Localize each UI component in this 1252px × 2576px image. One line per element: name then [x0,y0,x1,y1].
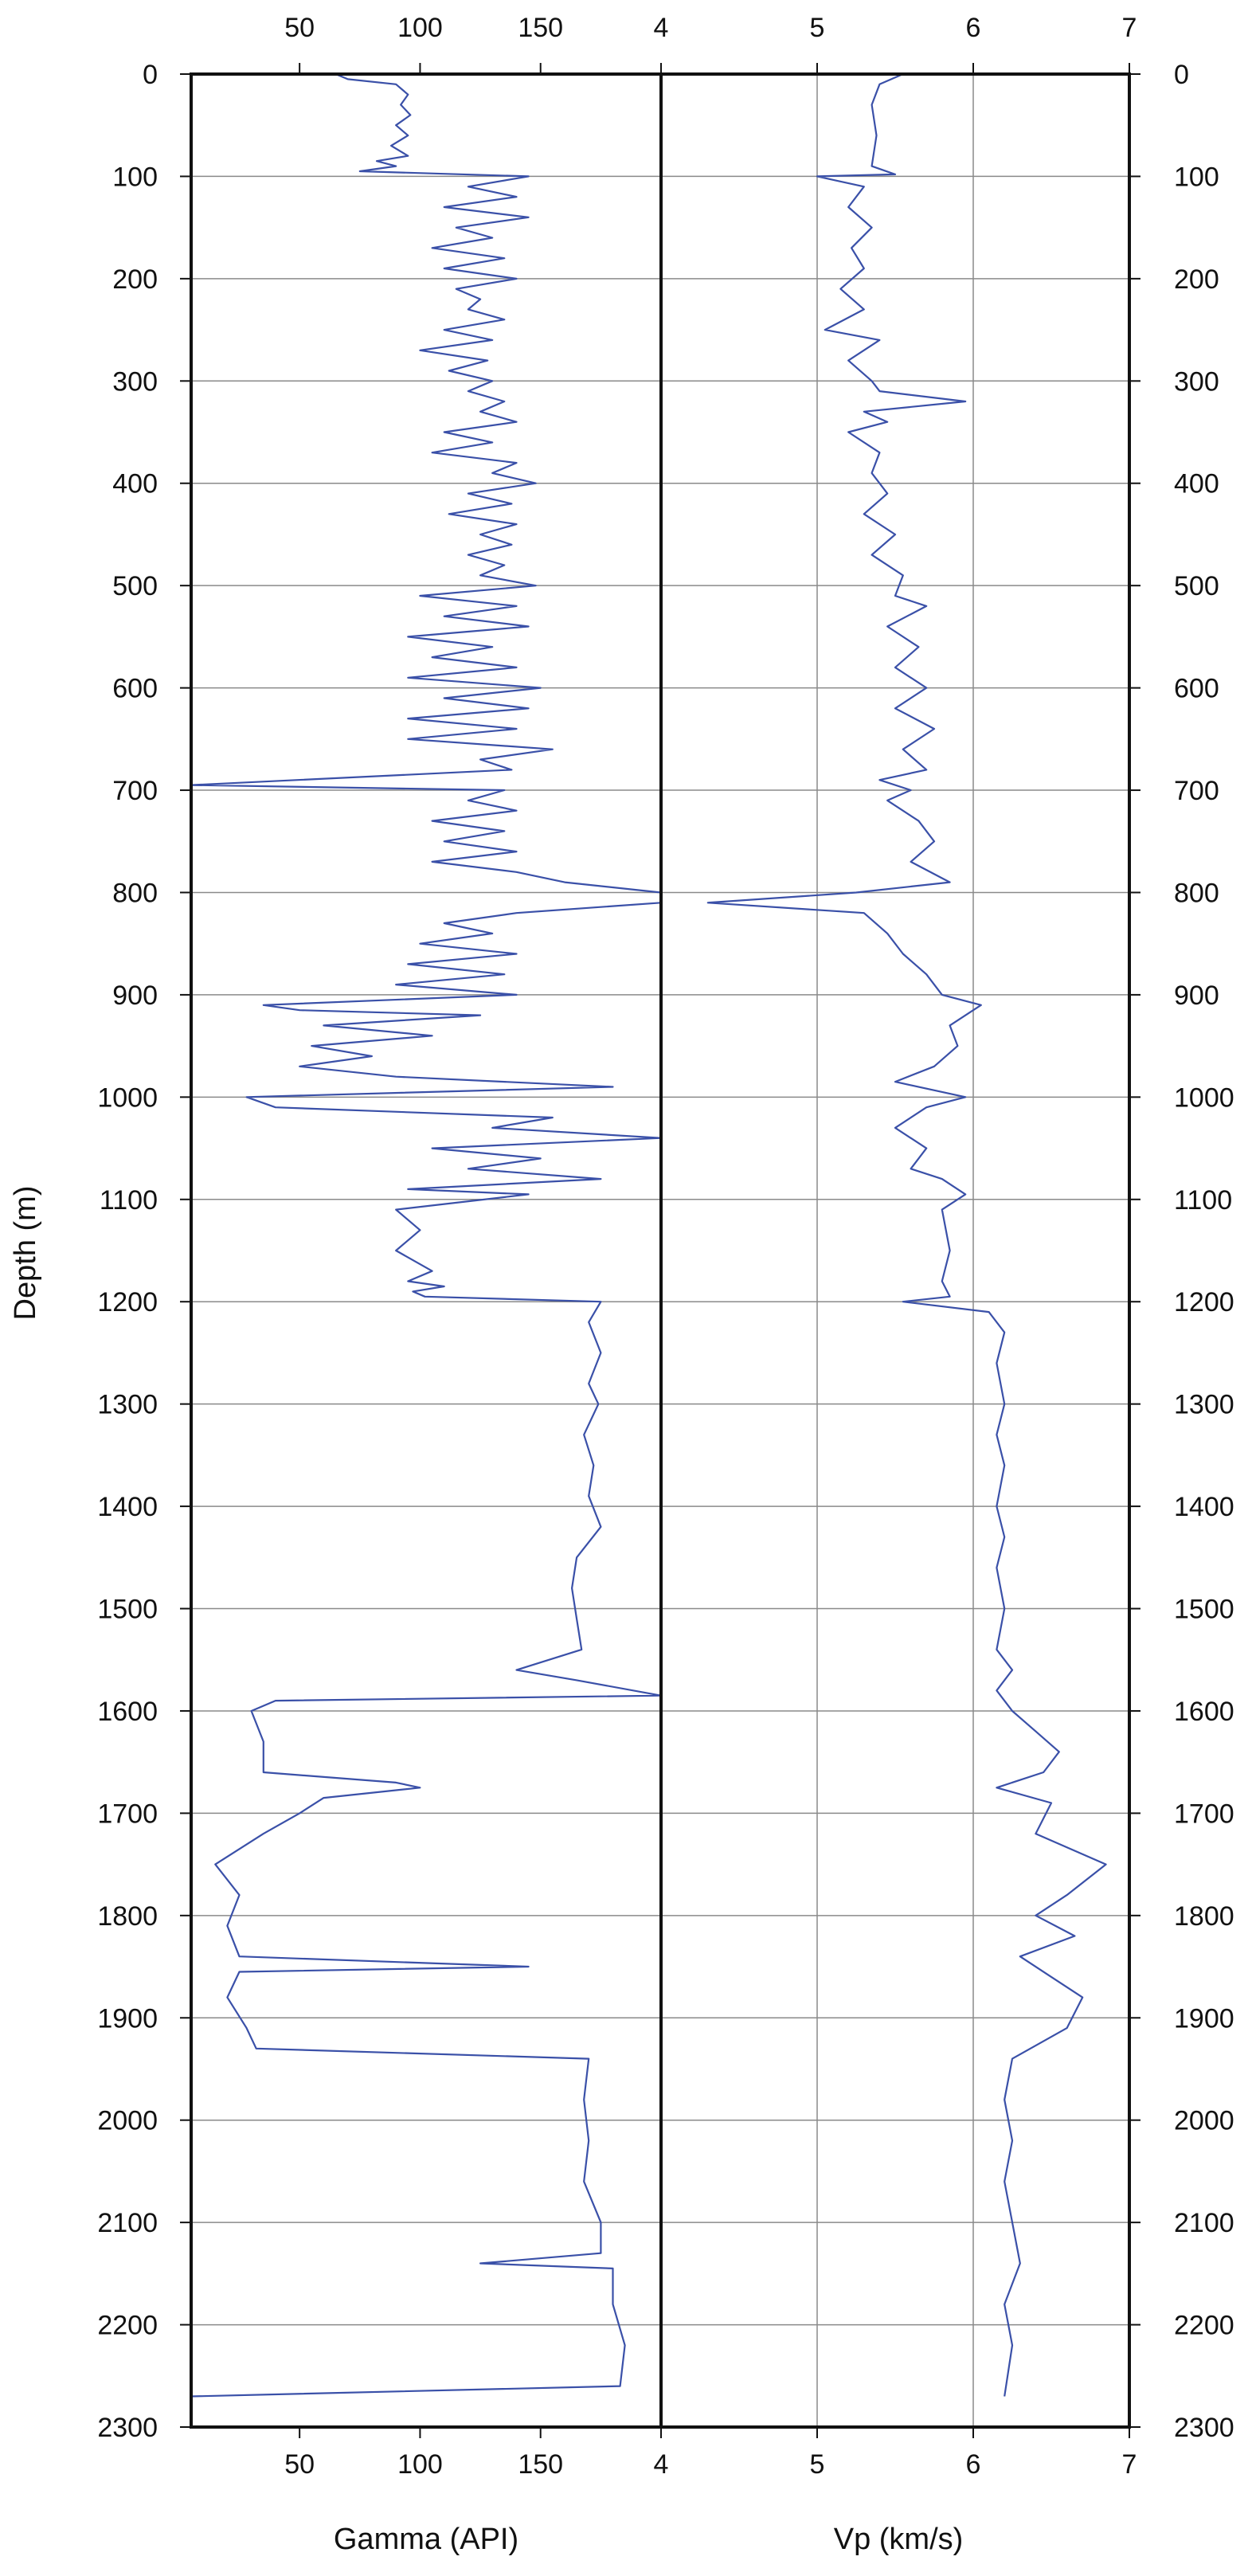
depth-tick-label-left: 2100 [97,2208,158,2238]
depth-tick-label-right: 900 [1174,981,1219,1011]
gamma-tick-label-bottom: 50 [284,2449,315,2480]
gamma-tick-label-top: 100 [397,13,443,43]
depth-tick-label-right: 400 [1174,469,1219,499]
vp-curve [706,72,1107,2397]
depth-tick-label-left: 700 [112,776,158,806]
vp-tick-label-top: 6 [966,13,981,43]
depth-tick-label-right: 1900 [1174,2003,1234,2034]
vp-tick-label-bottom: 5 [810,2449,825,2480]
depth-tick-label-right: 300 [1174,366,1219,397]
depth-tick-label-left: 2300 [97,2413,158,2443]
depth-tick-label-right: 700 [1174,776,1219,806]
panel-frames [190,72,1131,2429]
vp-tick-label-top: 4 [654,13,669,43]
depth-tick-label-right: 1500 [1174,1595,1234,1625]
gamma-tick-label-bottom: 100 [397,2449,443,2480]
vp-tick-label-bottom: 6 [966,2449,981,2480]
depth-tick-label-left: 1500 [97,1595,158,1625]
depth-tick-label-right: 1200 [1174,1287,1234,1317]
depth-tick-label-right: 500 [1174,571,1219,601]
vp-panel-frame [659,72,1131,2429]
depth-tick-label-left: 2200 [97,2311,158,2341]
depth-tick-label-right: 1000 [1174,1082,1234,1113]
depth-tick-label-left: 2000 [97,2106,158,2136]
depth-tick-label-left: 900 [112,981,158,1011]
depth-tick-label-right: 1800 [1174,1901,1234,1932]
depth-tick-label-right: 2100 [1174,2208,1234,2238]
depth-tick-label-right: 1300 [1174,1390,1234,1420]
depth-tick-label-right: 2000 [1174,2106,1234,2136]
depth-tick-label-right: 0 [1174,60,1189,90]
log-curves [190,72,1107,2398]
depth-tick-label-right: 800 [1174,878,1219,908]
tick-labels: 0 0 100 100 200 200 300 300 400 400 500 500 600 600 70… [97,13,1234,2480]
depth-tick-label-left: 400 [112,469,158,499]
tick-marks [180,63,1140,2438]
axis-titles: Gamma (API) Vp (km/s) Depth (m) [9,1186,963,2556]
vp-tick-label-bottom: 7 [1122,2449,1137,2480]
gamma-ray-curve [190,72,663,2398]
depth-tick-label-left: 800 [112,878,158,908]
depth-tick-label-left: 100 [112,162,158,192]
depth-tick-label-right: 2300 [1174,2413,1234,2443]
depth-tick-label-left: 1700 [97,1799,158,1829]
depth-axis-title: Depth (m) [9,1186,42,1321]
depth-tick-label-left: 1000 [97,1082,158,1113]
depth-tick-label-left: 200 [112,264,158,295]
depth-tick-label-right: 2200 [1174,2311,1234,2341]
depth-tick-label-right: 1400 [1174,1492,1234,1522]
depth-tick-label-left: 0 [143,60,158,90]
vp-tick-label-bottom: 4 [654,2449,669,2480]
depth-tick-label-left: 1900 [97,2003,158,2034]
vp-tick-label-top: 5 [810,13,825,43]
depth-tick-label-left: 1200 [97,1287,158,1317]
depth-tick-label-left: 300 [112,366,158,397]
depth-tick-label-left: 1300 [97,1390,158,1420]
depth-tick-label-right: 600 [1174,674,1219,704]
depth-tick-label-left: 1100 [100,1185,158,1216]
depth-tick-label-left: 1400 [97,1492,158,1522]
depth-tick-label-right: 1700 [1174,1799,1234,1829]
gamma-axis-title: Gamma (API) [334,2523,518,2556]
gamma-panel-frame [190,72,663,2429]
depth-tick-label-right: 200 [1174,264,1219,295]
depth-tick-label-left: 1600 [97,1697,158,1727]
depth-tick-label-right: 1100 [1174,1185,1232,1216]
gamma-tick-label-bottom: 150 [518,2449,563,2480]
vp-axis-title: Vp (km/s) [834,2523,964,2556]
depth-tick-label-left: 500 [112,571,158,601]
vp-tick-label-top: 7 [1122,13,1137,43]
depth-tick-label-left: 1800 [97,1901,158,1932]
depth-tick-label-left: 600 [112,674,158,704]
gamma-tick-label-top: 50 [284,13,315,43]
gamma-tick-label-top: 150 [518,13,563,43]
depth-tick-label-right: 1600 [1174,1697,1234,1727]
depth-tick-label-right: 100 [1174,162,1219,192]
